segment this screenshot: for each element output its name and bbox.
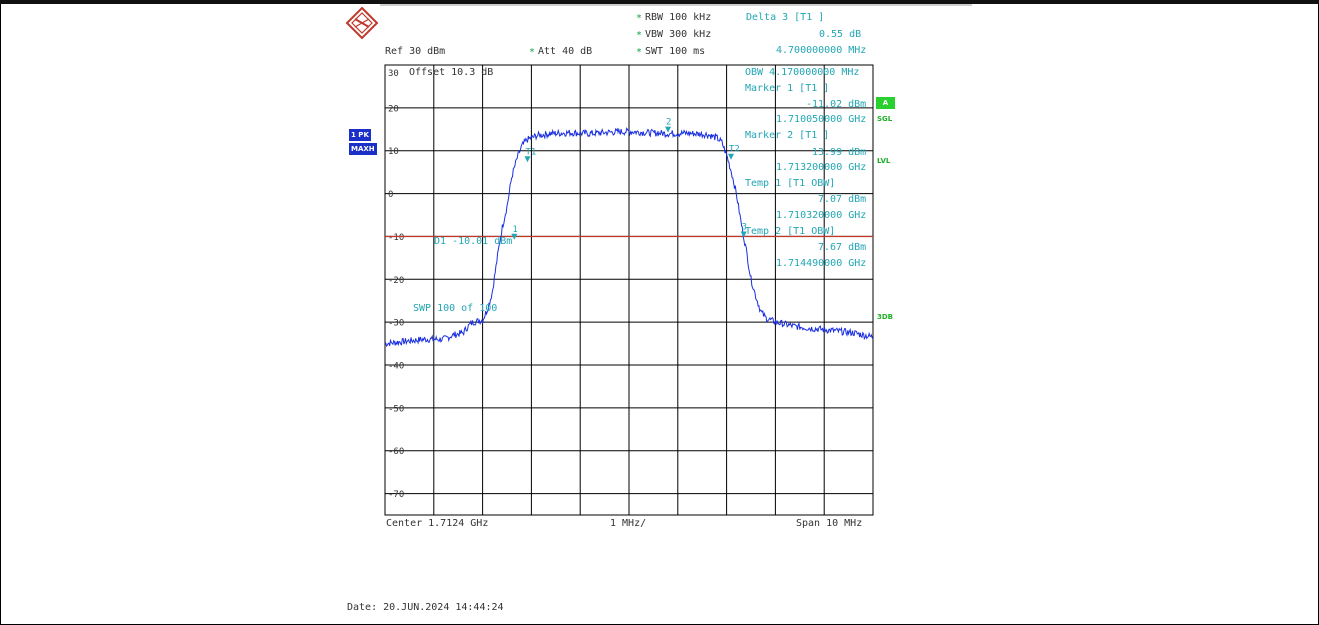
y-tick-label: -40: [388, 362, 404, 372]
spectrum-trace: [384, 127, 874, 348]
marker-t2-symbol: [727, 153, 734, 160]
delta-marker-freq: 4.700000000 MHz: [776, 45, 867, 56]
obw-label: OBW 4.170000000 MHz: [745, 67, 860, 78]
temp2-title: Temp 2 [T1 OBW]: [745, 226, 836, 237]
marker1-value: -11.02 dBm: [806, 99, 867, 110]
marker2-freq: 1.713200000 GHz: [776, 162, 867, 173]
sgl-badge: SGL: [877, 115, 893, 123]
div-label: 1 MHz/: [610, 518, 647, 529]
marker1-freq: 1.710050000 GHz: [776, 114, 867, 125]
y-tick-label: 30: [388, 69, 399, 79]
rbw-star-icon: *: [636, 13, 643, 24]
span-label: Span 10 MHz: [796, 518, 863, 529]
marker-3-symbol: [740, 231, 747, 238]
delta-marker-value: 0.55 dB: [819, 29, 862, 40]
3db-badge: 3DB: [877, 313, 894, 321]
y-tick-label: 0: [388, 190, 393, 200]
y-tick-label: -20: [388, 276, 404, 286]
sweep-count-label: SWP 100 of 100: [413, 303, 498, 314]
marker-3-label: 3: [742, 222, 747, 232]
trace-mode-pk-badge: 1 PK: [349, 129, 371, 141]
marker-2-label: 2: [666, 118, 671, 128]
swt-label: SWT 100 ms: [645, 46, 706, 57]
temp1-value: 7.07 dBm: [818, 194, 867, 205]
center-frequency-label: Center 1.7124 GHz: [386, 518, 489, 529]
y-tick-label: 20: [388, 104, 399, 114]
y-tick-label: 10: [388, 147, 399, 157]
temp2-freq: 1.714490000 GHz: [776, 258, 867, 269]
marker-1-symbol: [511, 233, 518, 240]
vbw-label: VBW 300 kHz: [645, 29, 712, 40]
spectrum-plot: 30 20 10 0 -10 -20 -30 -40 -50 -60 -70 1 2 3 T1 T2: [384, 64, 874, 516]
offset-label: Offset 10.3 dB: [409, 67, 494, 78]
marker-1-label: 1: [512, 225, 517, 235]
y-tick-label: -50: [388, 404, 404, 414]
delta-marker-title: Delta 3 [T1 ]: [746, 12, 825, 23]
marker-t1-symbol: [524, 156, 531, 163]
ref-level-label: Ref 30 dBm: [385, 46, 446, 57]
marker-t1-label: T1: [525, 147, 536, 157]
temp2-value: 7.67 dBm: [818, 242, 867, 253]
display-line-label: D1 -10.01 dBm: [434, 236, 513, 247]
att-label: Att 40 dB: [538, 46, 593, 57]
y-tick-label: -30: [388, 319, 404, 329]
marker-t2-label: T2: [729, 145, 740, 155]
temp1-title: Temp 1 [T1 OBW]: [745, 178, 836, 189]
att-star-icon: *: [529, 47, 536, 58]
marker1-title: Marker 1 [T1 ]: [745, 83, 830, 94]
marker-2-symbol: [665, 126, 672, 133]
swt-star-icon: *: [636, 47, 643, 58]
marker2-value: 13.99 dBm: [812, 147, 867, 158]
rbw-label: RBW 100 kHz: [645, 12, 712, 23]
vbw-star-icon: *: [636, 30, 643, 41]
marker2-title: Marker 2 [T1 ]: [745, 130, 830, 141]
trace-a-badge: A: [876, 97, 895, 109]
trace-mode-maxh-badge: MAXH: [349, 143, 377, 155]
top-strip: [380, 4, 972, 6]
y-tick-label: -70: [388, 490, 404, 500]
date-label: Date: 20.JUN.2024 14:44:24: [347, 602, 504, 613]
top-border: [0, 0, 1319, 4]
lvl-badge: LVL: [877, 157, 891, 165]
temp1-freq: 1.710320000 GHz: [776, 210, 867, 221]
y-tick-label: -10: [388, 233, 404, 243]
brand-logo-icon: [345, 6, 379, 40]
y-tick-label: -60: [388, 447, 404, 457]
